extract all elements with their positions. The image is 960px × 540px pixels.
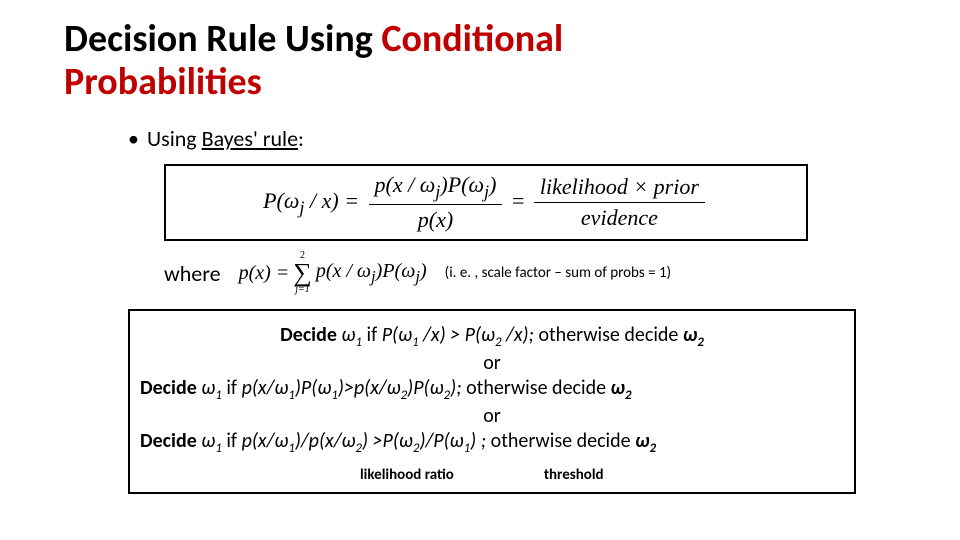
bayes-rhs-num: likelihood × prior [534, 174, 705, 203]
threshold-label: threshold [544, 466, 604, 484]
bullet-suffix: : [298, 125, 304, 152]
or-label-1: or [140, 352, 844, 374]
bayes-fraction-1: p(x / ωj)P(ωj) p(x) [369, 172, 503, 233]
otherwise-decide-1: ω2 [683, 323, 704, 347]
or-label-2: or [140, 405, 844, 427]
title-probabilities: Probabilities [64, 59, 262, 105]
decision-rule-box: Decide ω1 if P(ω1 /x) > P(ω2 /x); otherw… [128, 309, 856, 494]
bayes-lhs: P(ωj / x) = [263, 188, 364, 213]
otherwise-decide-3: ω2 [635, 429, 656, 453]
bottom-labels: likelihood ratio threshold [360, 466, 844, 484]
decide-line-1: Decide ω1 if P(ω1 /x) > P(ω2 /x); otherw… [140, 323, 844, 350]
title-part1: Decision Rule Using [64, 16, 381, 62]
scale-factor-note: (i. e. , scale factor – sum of probs = 1… [445, 264, 671, 282]
decide-line-2: Decide ω1 if p(x/ω1)P(ω1)>p(x/ω2)P(ω2); … [140, 376, 844, 403]
slide-root: Decision Rule Using Conditional Probabil… [0, 0, 960, 494]
bayes-denominator: p(x) [369, 205, 503, 233]
bayes-fraction-2: likelihood × prior evidence [534, 174, 705, 231]
where-row: where p(x) = 2 ∑ j=1 p(x / ωj)P(ωj) (i. … [164, 251, 896, 294]
slide-title: Decision Rule Using Conditional Probabil… [64, 18, 896, 103]
sigma-icon: 2 ∑ j=1 [293, 251, 312, 294]
bayes-rule-link: Bayes' rule [202, 125, 298, 152]
title-conditional: Conditional [381, 16, 563, 62]
bullet-bayes-rule: • Using Bayes' rule: [128, 125, 896, 152]
otherwise-decide-2: ω2 [611, 376, 632, 400]
where-label: where [164, 260, 221, 287]
bayes-rhs-den: evidence [534, 203, 705, 231]
likelihood-ratio-label: likelihood ratio [360, 466, 454, 484]
bullet-prefix: Using [147, 125, 202, 152]
bayes-numerator: p(x / ωj)P(ωj) [369, 172, 503, 205]
bayes-formula-box: P(ωj / x) = p(x / ωj)P(ωj) p(x) = likeli… [164, 164, 808, 241]
sum-body: p(x / ωj)P(ωj) [316, 260, 427, 287]
px-sum-formula: p(x) = 2 ∑ j=1 p(x / ωj)P(ωj) [239, 251, 427, 294]
bayes-equals: = [512, 188, 530, 213]
decide-line-3: Decide ω1 if p(x/ω1)/p(x/ω2) >P(ω2)/P(ω1… [140, 429, 844, 456]
bullet-dot: • [128, 125, 142, 152]
